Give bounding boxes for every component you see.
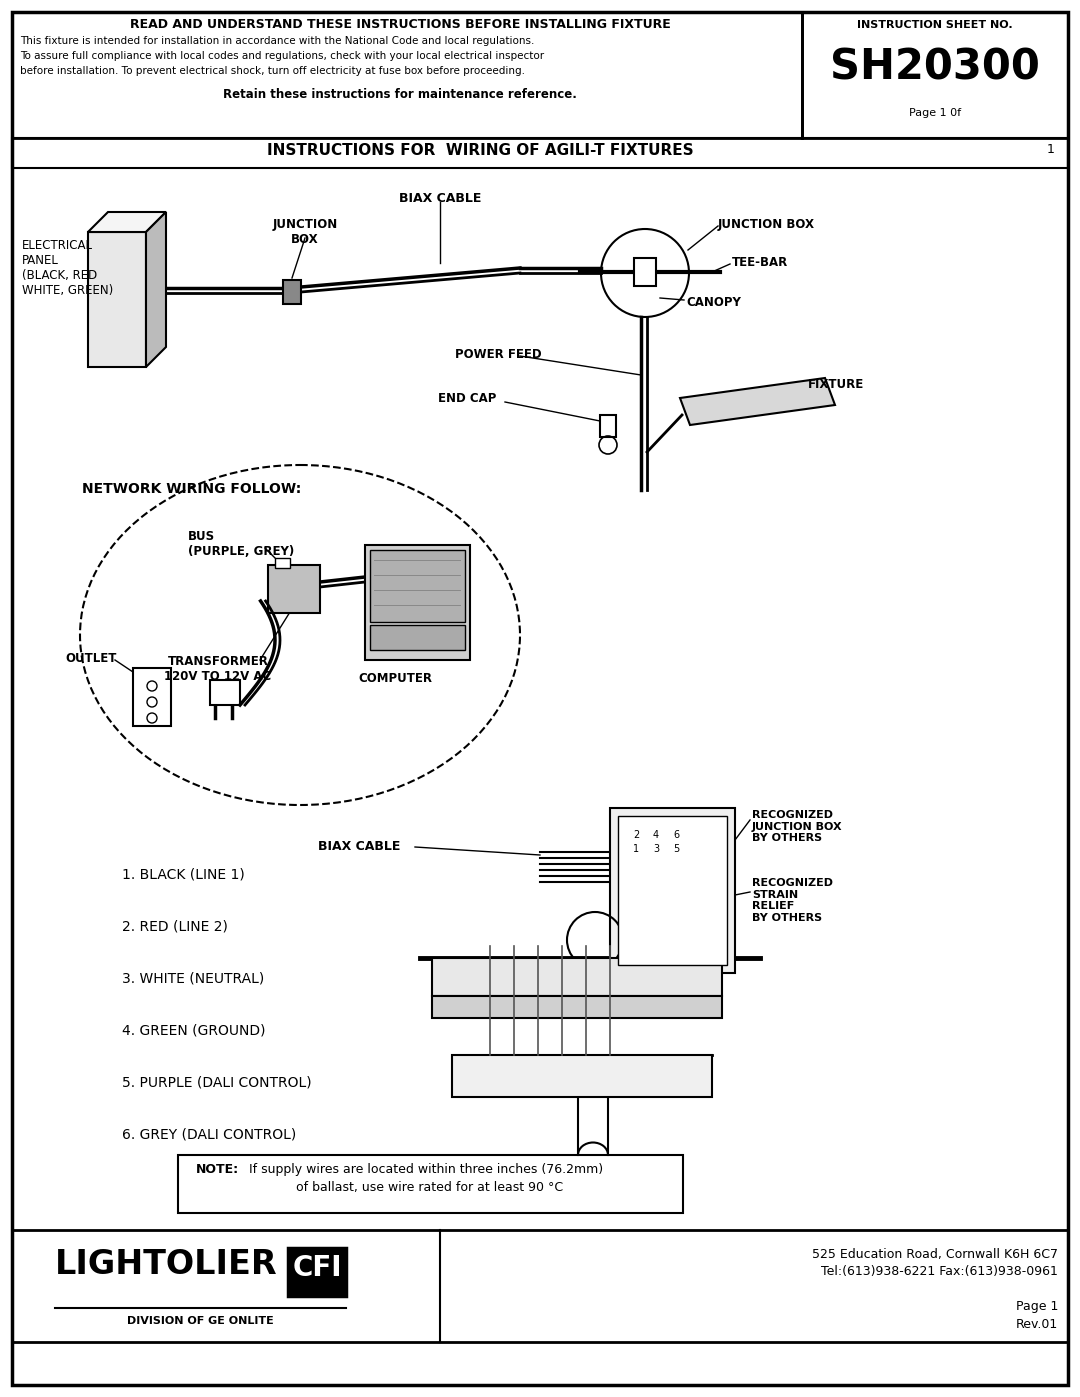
Text: INSTRUCTIONS FOR  WIRING OF AGILI-T FIXTURES: INSTRUCTIONS FOR WIRING OF AGILI-T FIXTU…: [267, 142, 693, 158]
Text: OUTLET: OUTLET: [65, 652, 117, 665]
Text: READ AND UNDERSTAND THESE INSTRUCTIONS BEFORE INSTALLING FIXTURE: READ AND UNDERSTAND THESE INSTRUCTIONS B…: [130, 18, 671, 31]
Bar: [610, 807, 735, 972]
Bar: [275, 557, 291, 569]
Bar: [283, 279, 301, 305]
Text: 6: 6: [673, 830, 679, 840]
Text: CFI: CFI: [293, 1255, 341, 1282]
Text: 525 Education Road, Cornwall K6H 6C7: 525 Education Road, Cornwall K6H 6C7: [812, 1248, 1058, 1261]
Text: BIAX CABLE: BIAX CABLE: [399, 191, 482, 205]
Text: 5. PURPLE (DALI CONTROL): 5. PURPLE (DALI CONTROL): [122, 1076, 312, 1090]
Text: 1: 1: [1048, 142, 1055, 156]
Text: 1. BLACK (LINE 1): 1. BLACK (LINE 1): [122, 868, 245, 882]
Text: 5: 5: [673, 844, 679, 854]
Text: 2: 2: [633, 830, 639, 840]
Text: COMPUTER: COMPUTER: [357, 672, 432, 685]
Text: 1: 1: [633, 844, 639, 854]
Bar: [288, 1248, 346, 1296]
Bar: [178, 1155, 683, 1213]
Bar: [365, 545, 470, 659]
Bar: [210, 680, 240, 705]
Text: 4: 4: [653, 830, 659, 840]
Text: 6. GREY (DALI CONTROL): 6. GREY (DALI CONTROL): [122, 1127, 296, 1141]
Bar: [12, 1229, 1068, 1343]
Polygon shape: [146, 212, 166, 367]
Bar: [370, 550, 465, 622]
Bar: [453, 1055, 712, 1097]
Text: TRANSFORMER
120V TO 12V AC: TRANSFORMER 120V TO 12V AC: [164, 655, 272, 683]
Bar: [618, 816, 727, 965]
Text: Page 1: Page 1: [1015, 1301, 1058, 1313]
Text: If supply wires are located within three inches (76.2mm): If supply wires are located within three…: [245, 1162, 603, 1176]
Text: 3. WHITE (NEUTRAL): 3. WHITE (NEUTRAL): [122, 972, 265, 986]
Bar: [268, 564, 320, 613]
Bar: [432, 958, 723, 996]
Polygon shape: [87, 212, 166, 232]
Text: NOTE:: NOTE:: [195, 1162, 239, 1176]
Bar: [133, 668, 171, 726]
Text: ELECTRICAL
PANEL
(BLACK, RED
WHITE, GREEN): ELECTRICAL PANEL (BLACK, RED WHITE, GREE…: [22, 239, 113, 298]
Bar: [370, 624, 465, 650]
Bar: [802, 13, 1068, 138]
Text: 3: 3: [653, 844, 659, 854]
Text: 4. GREEN (GROUND): 4. GREEN (GROUND): [122, 1024, 266, 1038]
Text: CANOPY: CANOPY: [686, 296, 741, 309]
Text: JUNCTION
BOX: JUNCTION BOX: [272, 218, 338, 246]
Text: JUNCTION BOX: JUNCTION BOX: [718, 218, 815, 231]
Text: NETWORK WIRING FOLLOW:: NETWORK WIRING FOLLOW:: [82, 482, 301, 496]
Text: Retain these instructions for maintenance reference.: Retain these instructions for maintenanc…: [224, 88, 577, 101]
Text: RECOGNIZED
STRAIN
RELIEF
BY OTHERS: RECOGNIZED STRAIN RELIEF BY OTHERS: [752, 877, 833, 923]
Text: Rev.01: Rev.01: [1016, 1317, 1058, 1331]
Text: DIVISION OF GE ONLITE: DIVISION OF GE ONLITE: [126, 1316, 273, 1326]
Text: before installation. To prevent electrical shock, turn off electricity at fuse b: before installation. To prevent electric…: [21, 66, 525, 75]
Bar: [12, 138, 1068, 168]
Text: FIXTURE: FIXTURE: [808, 379, 864, 391]
Polygon shape: [87, 232, 146, 367]
Text: POWER FEED: POWER FEED: [455, 348, 542, 360]
Text: RECOGNIZED
JUNCTION BOX
BY OTHERS: RECOGNIZED JUNCTION BOX BY OTHERS: [752, 810, 842, 844]
Text: To assure full compliance with local codes and regulations, check with your loca: To assure full compliance with local cod…: [21, 52, 544, 61]
Polygon shape: [680, 379, 835, 425]
Text: Page 1 0f: Page 1 0f: [909, 108, 961, 117]
Text: END CAP: END CAP: [438, 393, 497, 405]
Text: 2. RED (LINE 2): 2. RED (LINE 2): [122, 921, 228, 935]
Text: BUS
(PURPLE, GREY): BUS (PURPLE, GREY): [188, 529, 294, 557]
Text: of ballast, use wire rated for at least 90 °C: of ballast, use wire rated for at least …: [296, 1180, 564, 1194]
Text: Tel:(613)938-6221 Fax:(613)938-0961: Tel:(613)938-6221 Fax:(613)938-0961: [821, 1266, 1058, 1278]
Text: SH20300: SH20300: [831, 46, 1040, 88]
Bar: [600, 415, 616, 437]
Text: LIGHTOLIER: LIGHTOLIER: [55, 1248, 278, 1281]
Text: INSTRUCTION SHEET NO.: INSTRUCTION SHEET NO.: [858, 20, 1013, 29]
Bar: [12, 13, 802, 138]
Text: This fixture is intended for installation in accordance with the National Code a: This fixture is intended for installatio…: [21, 36, 535, 46]
Text: TEE-BAR: TEE-BAR: [732, 256, 788, 270]
Bar: [634, 258, 656, 286]
Bar: [432, 996, 723, 1018]
Text: BIAX CABLE: BIAX CABLE: [318, 840, 401, 854]
